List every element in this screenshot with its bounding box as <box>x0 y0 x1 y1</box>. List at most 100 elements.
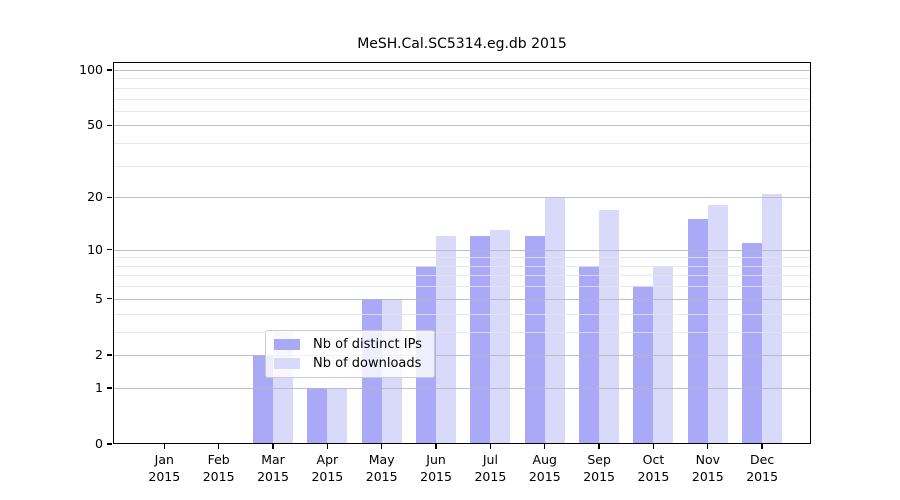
bar-downloads <box>436 236 457 444</box>
gridline-minor <box>113 286 811 288</box>
gridline-minor <box>113 110 811 112</box>
x-tick-year: 2015 <box>583 469 615 484</box>
legend-swatch-downloads <box>274 358 300 369</box>
x-tick-month: Apr <box>316 452 339 467</box>
x-tick-mark <box>544 444 546 449</box>
bar-distinct-ips <box>633 286 654 444</box>
x-tick-mark <box>489 444 492 449</box>
y-tick-mark <box>107 387 112 389</box>
x-tick-label: Aug 2015 <box>529 451 561 485</box>
gridline-minor <box>113 165 811 167</box>
gridline-minor <box>113 143 811 145</box>
legend-entry-downloads: Nb of downloads <box>274 356 422 371</box>
gridline-major <box>113 197 811 199</box>
x-tick-mark <box>326 444 329 449</box>
gridline-major <box>113 125 811 127</box>
plot-area <box>113 62 811 444</box>
x-tick-label: Jul 2015 <box>474 451 506 485</box>
x-tick-month: May <box>368 452 395 467</box>
x-tick-label: Apr 2015 <box>311 451 343 485</box>
legend-label-downloads: Nb of downloads <box>313 356 422 371</box>
x-tick-label: Feb 2015 <box>203 451 235 485</box>
x-tick-month: Jan <box>154 452 174 467</box>
x-tick-label: May 2015 <box>366 451 398 485</box>
x-tick-year: 2015 <box>528 469 561 484</box>
y-tick-mark <box>107 298 112 300</box>
bar-distinct-ips <box>687 219 708 444</box>
gridline-minor <box>113 275 811 277</box>
y-tick-label: 20 <box>87 189 103 205</box>
x-tick-mark <box>435 444 437 449</box>
x-tick-month: Nov <box>695 452 720 467</box>
x-tick-mark <box>163 444 165 449</box>
x-tick-mark <box>652 444 655 449</box>
y-tick-mark <box>107 69 112 71</box>
gridline-minor <box>113 331 811 333</box>
bar-distinct-ips <box>470 236 491 444</box>
x-tick-year: 2015 <box>746 469 779 484</box>
y-tick-label: 1 <box>95 379 103 395</box>
gridline-minor <box>113 313 811 315</box>
x-tick-label: Jan 2015 <box>148 451 180 485</box>
x-tick-label: Nov 2015 <box>692 451 724 485</box>
x-tick-year: 2015 <box>474 469 507 484</box>
x-tick-month: Jul <box>482 452 498 467</box>
x-tick-year: 2015 <box>365 469 398 484</box>
y-tick-label: 100 <box>79 62 103 77</box>
bar-downloads <box>327 387 348 444</box>
legend-swatch-distinct-ips <box>274 339 300 350</box>
x-tick-mark <box>272 444 274 449</box>
x-tick-mark <box>707 444 709 449</box>
chart-title: MeSH.Cal.SC5314.eg.db 2015 <box>357 36 567 52</box>
gridline-major <box>113 249 811 251</box>
y-tick-mark <box>107 443 112 445</box>
x-tick-month: Aug <box>532 452 557 467</box>
legend-label-distinct-ips: Nb of distinct IPs <box>313 337 422 352</box>
legend: Nb of distinct IPs Nb of downloads <box>265 330 435 378</box>
bar-downloads <box>707 205 728 444</box>
x-tick-label: Sep 2015 <box>583 451 615 485</box>
gridline-major <box>113 387 811 389</box>
gridline-minor <box>113 98 811 100</box>
x-tick-label: Mar 2015 <box>257 451 289 485</box>
gridline-minor <box>113 87 811 89</box>
bar-distinct-ips <box>524 236 545 444</box>
x-tick-year: 2015 <box>257 469 289 484</box>
gridline-minor <box>113 78 811 80</box>
y-tick-mark <box>107 354 112 356</box>
gridline-major <box>113 298 811 300</box>
bar-distinct-ips <box>742 242 763 444</box>
y-tick-label: 0 <box>95 436 103 451</box>
bar-downloads <box>762 193 783 444</box>
x-tick-month: Sep <box>587 452 611 467</box>
bar-downloads <box>544 197 565 444</box>
y-tick-label: 5 <box>95 290 103 306</box>
x-tick-year: 2015 <box>311 469 344 484</box>
bar-downloads <box>599 209 620 444</box>
x-tick-label: Dec 2015 <box>746 451 778 485</box>
bar-downloads <box>490 230 511 444</box>
x-tick-month: Feb <box>207 452 230 467</box>
gridline-major <box>113 70 811 71</box>
legend-entry-distinct-ips: Nb of distinct IPs <box>274 337 422 352</box>
y-tick-mark <box>107 124 112 127</box>
x-tick-mark <box>381 444 383 449</box>
gridline-minor <box>113 257 811 259</box>
x-tick-mark <box>761 444 763 449</box>
x-tick-mark <box>598 444 600 449</box>
x-tick-mark <box>217 444 220 449</box>
gridline-major <box>113 354 811 356</box>
x-tick-month: Oct <box>642 452 665 467</box>
x-tick-month: Jun <box>426 452 446 467</box>
x-tick-month: Mar <box>261 452 285 467</box>
x-tick-year: 2015 <box>637 469 670 484</box>
x-tick-year: 2015 <box>202 469 235 484</box>
bar-downloads <box>653 265 674 444</box>
y-tick-mark <box>107 196 112 198</box>
x-tick-label: Oct 2015 <box>638 451 670 485</box>
y-tick-label: 10 <box>87 241 103 257</box>
x-tick-year: 2015 <box>148 469 181 484</box>
bar-distinct-ips <box>307 387 328 444</box>
y-tick-label: 50 <box>87 117 103 133</box>
